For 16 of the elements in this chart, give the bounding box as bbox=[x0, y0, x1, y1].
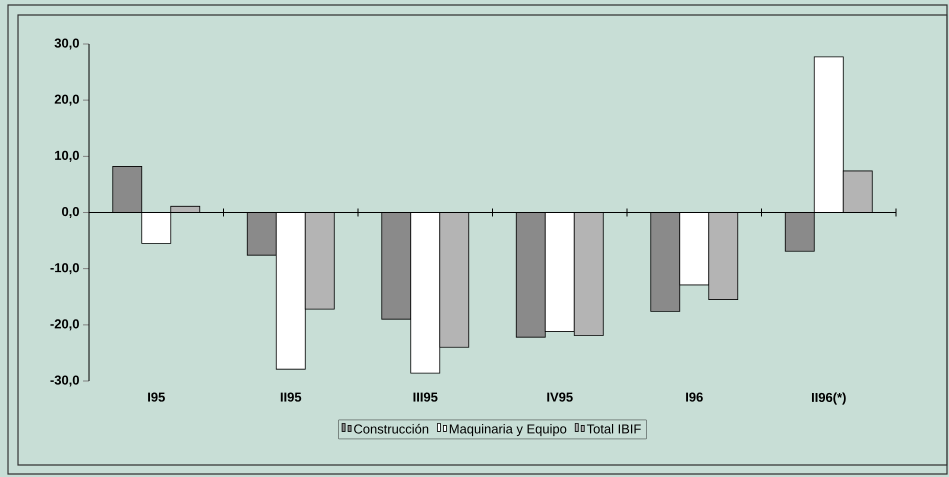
y-tick-label: 30,0 bbox=[54, 38, 79, 50]
y-tick-label: 0,0 bbox=[62, 206, 79, 218]
x-tick-label: III95 bbox=[414, 392, 438, 402]
x-tick-label: II96(*) bbox=[812, 392, 846, 405]
y-tick-label: -30,0 bbox=[50, 375, 79, 387]
x-tick-label: I96 bbox=[686, 392, 703, 402]
y-tick-label: 20,0 bbox=[54, 94, 79, 106]
legend-label: Construcción bbox=[354, 424, 428, 434]
y-tick-label: 10,0 bbox=[55, 150, 79, 162]
legend-label: Total IBIF bbox=[586, 424, 641, 434]
y-tick-label: -10,0 bbox=[50, 263, 79, 274]
x-tick-label: II95 bbox=[280, 392, 302, 402]
x-tick-label: I95 bbox=[148, 392, 165, 402]
legend-label: Maquinaria y Equipo bbox=[450, 424, 566, 436]
y-tick-label: -20,0 bbox=[50, 319, 79, 330]
x-tick-label: IV95 bbox=[547, 392, 573, 402]
